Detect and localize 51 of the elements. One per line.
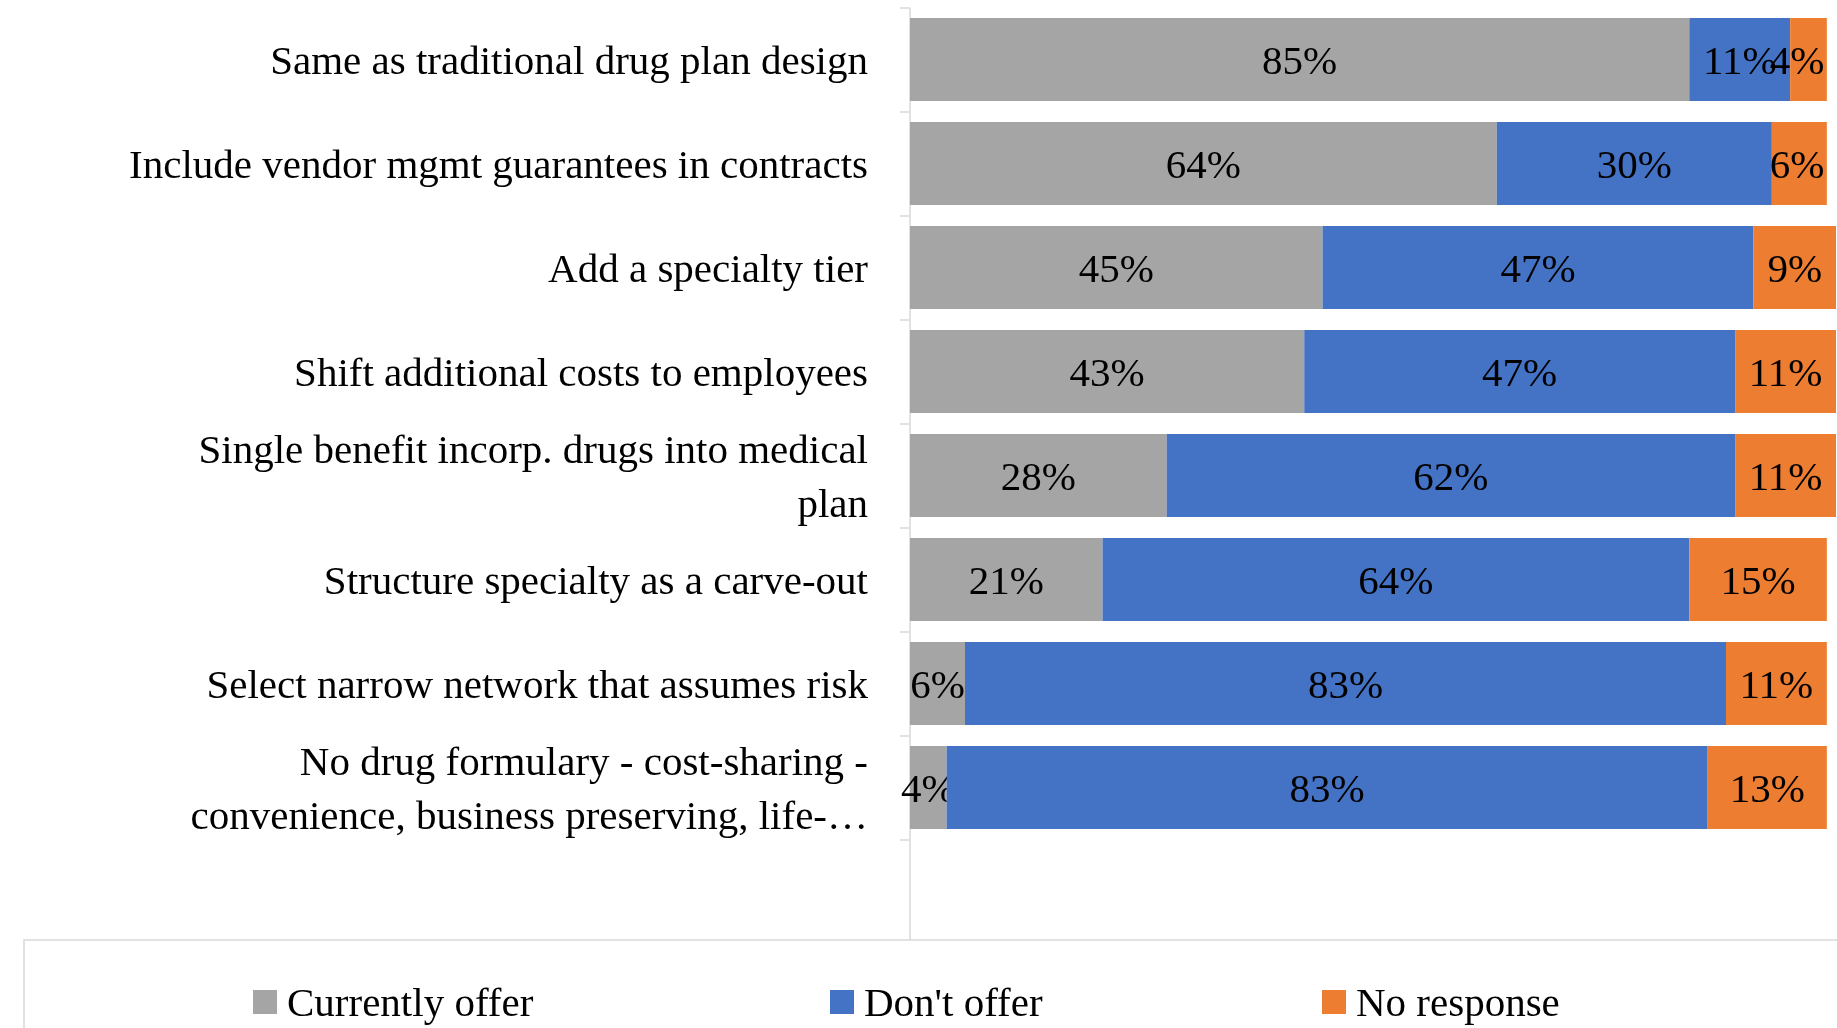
- y-tick-label: Shift additional costs to employees: [294, 348, 868, 395]
- y-tick-label: Include vendor mgmt guarantees in contracts: [129, 140, 868, 187]
- y-tick-label: Add a specialty tier: [548, 244, 869, 291]
- data-label: 11%: [1748, 348, 1823, 395]
- bar: [1322, 226, 1754, 309]
- bar: [910, 330, 1305, 413]
- bar: [910, 226, 1323, 309]
- bar: [1753, 226, 1836, 309]
- bar: [910, 434, 1167, 517]
- bar: [910, 122, 1497, 205]
- data-label: 62%: [1413, 452, 1489, 499]
- data-label: 47%: [1500, 244, 1576, 291]
- bar: [1735, 434, 1836, 517]
- data-label: 47%: [1482, 348, 1558, 395]
- data-label: 64%: [1358, 556, 1434, 603]
- bar: [910, 538, 1103, 621]
- bar: [946, 746, 1708, 829]
- bar: [1496, 122, 1772, 205]
- data-label: 11%: [1739, 660, 1814, 707]
- legend-label: No response: [1356, 979, 1560, 1026]
- y-tick-label: No drug formulary - cost-sharing - convenience, business preserving, life-…: [190, 737, 868, 838]
- data-label: 28%: [1000, 452, 1076, 499]
- bar: [910, 18, 1690, 101]
- data-label: 11%: [1748, 452, 1823, 499]
- bar: [1166, 434, 1736, 517]
- bar: [1689, 538, 1827, 621]
- data-label: 83%: [1289, 764, 1365, 811]
- data-label: 83%: [1307, 660, 1384, 707]
- data-label: 6%: [910, 660, 965, 707]
- bar: [1707, 746, 1827, 829]
- data-label: 64%: [1165, 140, 1241, 187]
- data-label: 30%: [1596, 140, 1672, 187]
- bar: [1735, 330, 1836, 413]
- data-label: 15%: [1720, 556, 1796, 603]
- y-tick-label: Single benefit incorp. drugs into medical plan: [198, 425, 868, 526]
- data-label: 43%: [1069, 348, 1145, 395]
- y-tick-label: Structure specialty as a carve-out: [323, 556, 869, 603]
- data-label: 13%: [1729, 764, 1805, 811]
- data-label: 9%: [1767, 244, 1823, 291]
- bar: [1725, 642, 1827, 725]
- bar: [965, 642, 1726, 725]
- data-label: 21%: [968, 556, 1044, 603]
- y-tick-label: Select narrow network that assumes risk: [206, 660, 869, 707]
- data-label: 45%: [1078, 244, 1154, 291]
- bar: [1304, 330, 1736, 413]
- y-tick-label: Same as traditional drug plan design: [270, 36, 868, 83]
- legend-label: Currently offer: [287, 979, 534, 1026]
- bar: [1102, 538, 1690, 621]
- data-label: 6%: [1769, 140, 1825, 187]
- data-label: 85%: [1262, 36, 1338, 83]
- legend-label: Don't offer: [864, 979, 1043, 1026]
